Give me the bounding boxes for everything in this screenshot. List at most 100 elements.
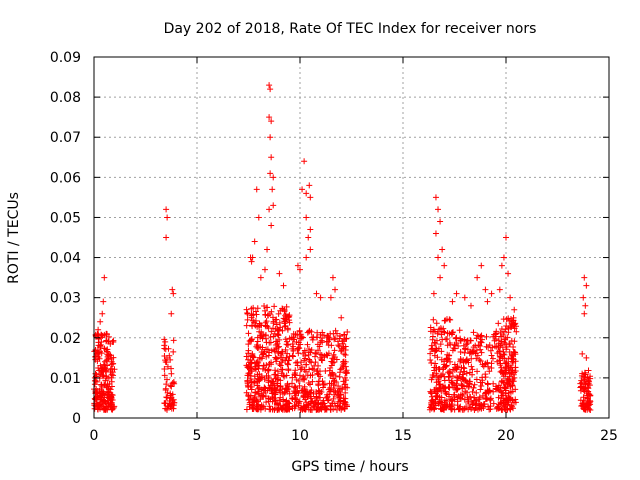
data-point bbox=[497, 399, 504, 406]
data-point bbox=[457, 335, 464, 342]
data-point bbox=[270, 318, 277, 325]
data-point bbox=[265, 395, 272, 402]
data-point bbox=[584, 374, 591, 381]
data-point-outlier bbox=[276, 270, 283, 277]
data-point bbox=[258, 329, 265, 336]
data-point bbox=[291, 384, 298, 391]
data-point bbox=[459, 371, 466, 378]
data-point bbox=[495, 394, 502, 401]
data-point bbox=[483, 333, 490, 340]
data-point-outlier bbox=[307, 226, 314, 233]
data-point bbox=[490, 400, 497, 407]
data-point bbox=[334, 390, 341, 397]
data-point bbox=[318, 356, 325, 363]
data-point bbox=[305, 328, 312, 335]
data-point bbox=[453, 365, 460, 372]
data-point bbox=[253, 311, 260, 318]
data-point bbox=[505, 355, 512, 362]
data-point bbox=[506, 340, 513, 347]
data-point bbox=[438, 399, 445, 406]
data-point bbox=[252, 308, 259, 315]
data-point bbox=[99, 332, 106, 339]
data-point bbox=[447, 405, 454, 412]
data-point bbox=[340, 395, 347, 402]
data-point bbox=[477, 386, 484, 393]
data-point bbox=[94, 406, 101, 413]
data-point bbox=[316, 343, 323, 350]
data-point bbox=[509, 378, 516, 385]
data-point bbox=[103, 357, 110, 364]
data-point bbox=[254, 362, 261, 369]
data-point-outlier bbox=[307, 194, 314, 201]
data-point bbox=[307, 381, 314, 388]
data-point bbox=[103, 367, 110, 374]
data-point bbox=[282, 336, 289, 343]
data-point bbox=[271, 380, 278, 387]
data-point-outlier bbox=[453, 290, 460, 297]
data-point bbox=[276, 361, 283, 368]
data-point bbox=[503, 322, 510, 329]
data-point bbox=[244, 364, 251, 371]
data-point bbox=[244, 316, 251, 323]
data-point bbox=[258, 322, 265, 329]
data-point bbox=[272, 354, 279, 361]
data-point bbox=[322, 403, 329, 410]
data-point bbox=[327, 330, 334, 337]
data-point-outlier bbox=[329, 274, 336, 281]
data-point bbox=[580, 386, 587, 393]
data-point-outlier bbox=[478, 262, 485, 269]
data-point bbox=[331, 336, 338, 343]
data-point bbox=[427, 350, 434, 357]
data-point bbox=[431, 364, 438, 371]
data-point bbox=[468, 363, 475, 370]
data-point-outlier bbox=[270, 174, 277, 181]
data-point bbox=[264, 304, 271, 311]
data-point bbox=[273, 345, 280, 352]
data-point bbox=[337, 333, 344, 340]
data-point bbox=[164, 389, 171, 396]
data-point bbox=[469, 366, 476, 373]
data-point bbox=[254, 334, 261, 341]
data-point bbox=[503, 398, 510, 405]
data-point bbox=[469, 348, 476, 355]
data-point bbox=[487, 397, 494, 404]
data-point bbox=[445, 355, 452, 362]
data-point bbox=[448, 330, 455, 337]
data-point-outlier bbox=[163, 206, 170, 213]
data-point bbox=[255, 390, 262, 397]
data-point bbox=[263, 353, 270, 360]
data-point bbox=[289, 380, 296, 387]
data-point bbox=[313, 367, 320, 374]
data-point bbox=[586, 399, 593, 406]
data-point bbox=[448, 398, 455, 405]
data-point bbox=[286, 390, 293, 397]
data-point bbox=[329, 359, 336, 366]
data-point bbox=[243, 389, 250, 396]
data-point bbox=[98, 350, 105, 357]
data-point bbox=[292, 396, 299, 403]
data-point-outlier bbox=[101, 274, 108, 281]
data-point bbox=[276, 319, 283, 326]
data-point-outlier bbox=[338, 314, 345, 321]
data-point bbox=[486, 388, 493, 395]
data-point bbox=[340, 363, 347, 370]
data-point bbox=[343, 369, 350, 376]
data-point bbox=[339, 386, 346, 393]
data-point bbox=[251, 378, 258, 385]
data-point bbox=[282, 322, 289, 329]
data-point bbox=[504, 375, 511, 382]
data-point bbox=[300, 402, 307, 409]
data-point-outlier bbox=[488, 290, 495, 297]
data-point bbox=[275, 310, 282, 317]
x-tick-label: 5 bbox=[193, 428, 202, 444]
data-point bbox=[248, 312, 255, 319]
data-point bbox=[331, 353, 338, 360]
data-point bbox=[506, 366, 513, 373]
data-point-outlier bbox=[303, 254, 310, 261]
data-point bbox=[274, 330, 281, 337]
data-point bbox=[457, 395, 464, 402]
data-point-outlier bbox=[251, 238, 258, 245]
data-point bbox=[284, 360, 291, 367]
data-point bbox=[498, 333, 505, 340]
x-axis-label: GPS time / hours bbox=[291, 459, 408, 475]
